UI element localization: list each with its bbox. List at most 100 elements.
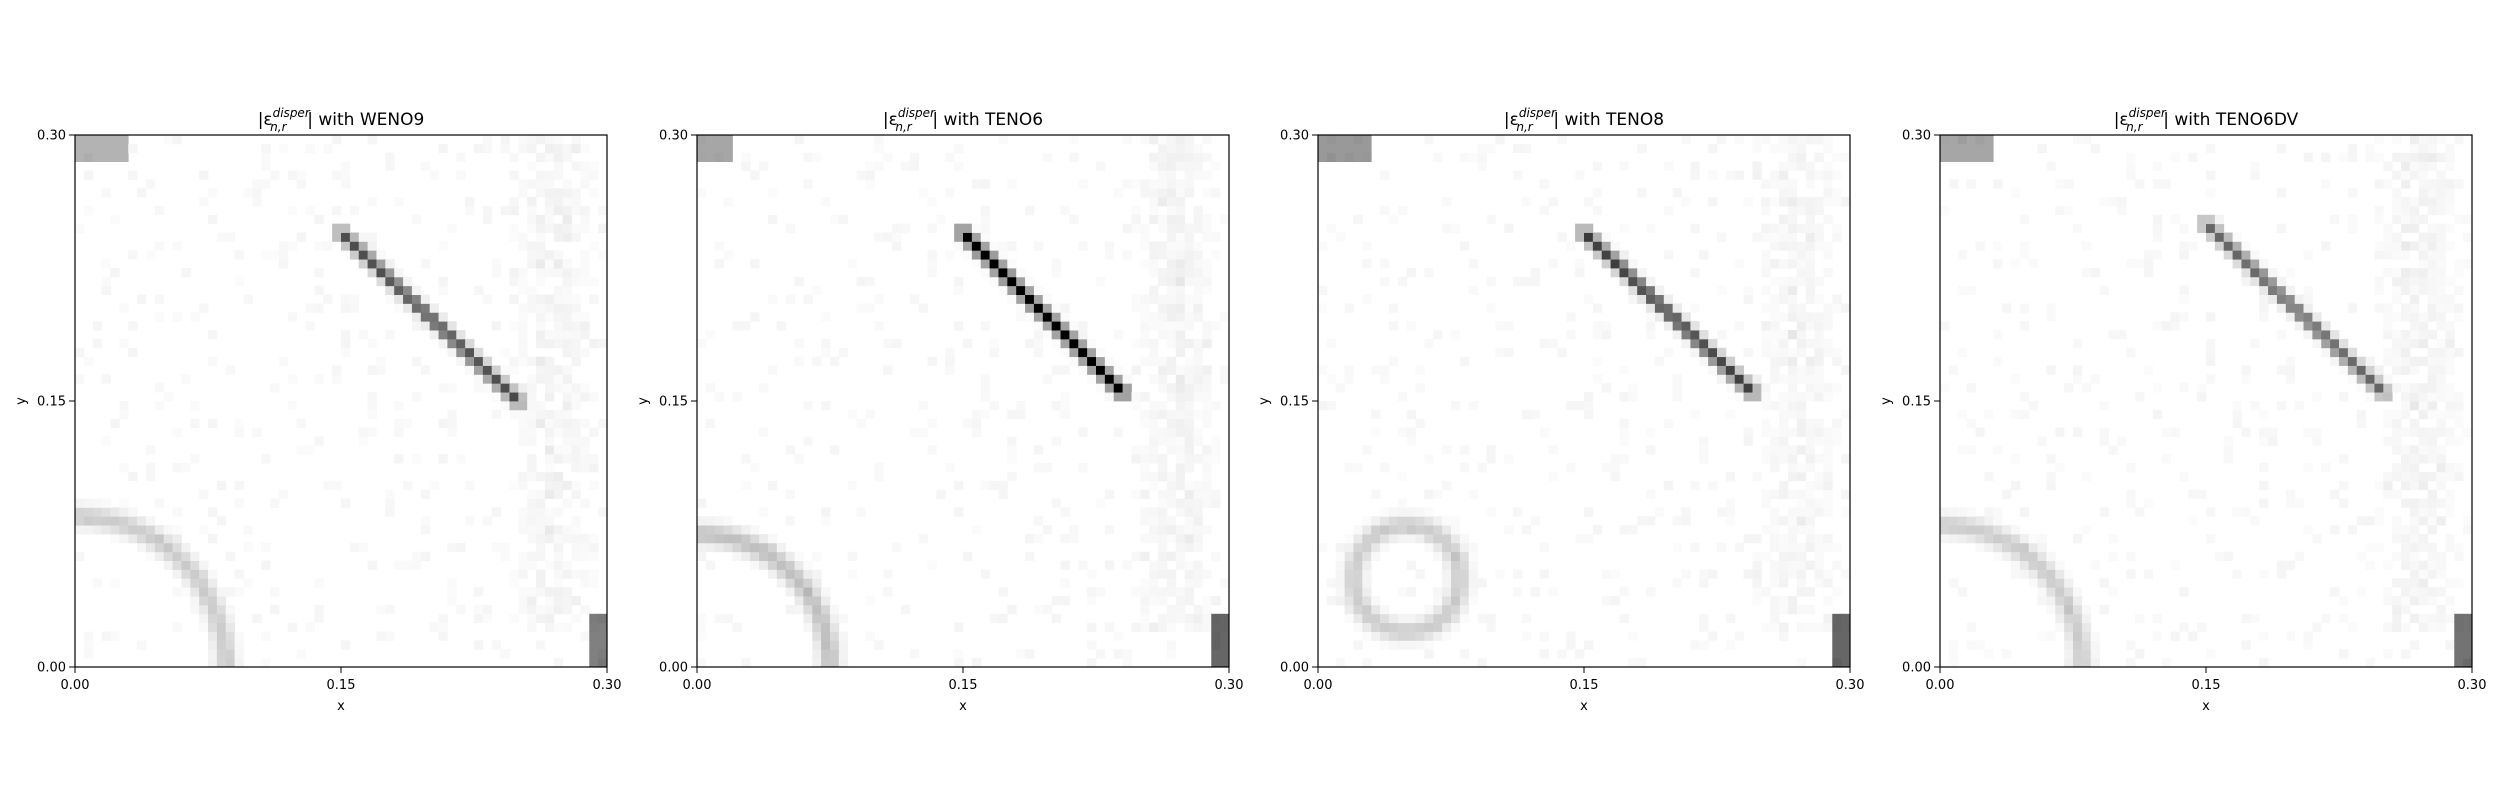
heatmap-cell	[1158, 330, 1168, 340]
heatmap-cell	[1193, 241, 1203, 251]
heatmap-cell	[2427, 596, 2437, 606]
heatmap-cell	[376, 276, 386, 287]
heatmap-cell	[1796, 259, 1807, 269]
heatmap-cell	[1779, 214, 1789, 225]
heatmap-cell	[1832, 560, 1842, 570]
heatmap-cell	[1787, 294, 1798, 304]
heatmap-cell	[1380, 259, 1390, 269]
heatmap-cell	[1717, 374, 1727, 384]
heatmap-cell	[1699, 445, 1709, 455]
heatmap-cell	[562, 622, 572, 632]
heatmap-cell	[2383, 436, 2393, 446]
heatmap-cell	[1371, 622, 1381, 632]
heatmap-cell	[1069, 347, 1079, 358]
heatmap-cell	[403, 480, 413, 491]
heatmap-cell	[1539, 205, 1549, 216]
heatmap-cell	[491, 507, 501, 517]
heatmap-cell	[2081, 658, 2092, 668]
heatmap-cell	[1823, 143, 1833, 154]
heatmap-cell	[1202, 135, 1212, 145]
heatmap-cell	[2321, 321, 2331, 331]
heatmap-cell	[2081, 471, 2092, 482]
heatmap-cell	[110, 418, 120, 428]
heatmap-cell	[580, 418, 590, 428]
heatmap-cell	[1984, 507, 1994, 517]
heatmap-cell	[1158, 534, 1168, 544]
heatmap-cell	[2019, 214, 2030, 225]
heatmap-cell	[562, 223, 572, 233]
heatmap-cell	[714, 241, 724, 251]
heatmap-cell	[1175, 285, 1186, 295]
heatmap-cell	[1140, 418, 1150, 428]
heatmap-cell	[865, 170, 875, 180]
heatmap-cell	[1619, 613, 1629, 624]
heatmap-cell	[1016, 276, 1026, 287]
heatmap-cell	[447, 578, 457, 588]
heatmap-cell	[2463, 516, 2473, 526]
heatmap-cell	[2418, 170, 2429, 180]
heatmap-cell	[2197, 489, 2207, 499]
heatmap-cell	[1646, 445, 1656, 455]
heatmap-cell	[562, 268, 572, 278]
heatmap-cell	[527, 604, 537, 615]
heatmap-cell	[1025, 338, 1035, 349]
heatmap-cell	[482, 365, 493, 375]
x-tick-label: 0.00	[1304, 678, 1333, 693]
heatmap-cell	[1033, 347, 1044, 358]
heatmap-cell	[1104, 241, 1115, 251]
heatmap-cell	[2312, 392, 2322, 402]
heatmap-cell	[571, 489, 581, 499]
heatmap-cell	[2454, 542, 2464, 553]
heatmap-cell	[1380, 534, 1390, 544]
heatmap-cell	[562, 197, 572, 207]
heatmap-cell	[1166, 649, 1177, 659]
heatmap-cell	[1175, 347, 1186, 358]
heatmap-cell	[2028, 578, 2038, 588]
heatmap-cell	[128, 525, 138, 535]
heatmap-cell	[598, 338, 608, 349]
heatmap-cell	[536, 268, 546, 278]
heatmap-cell	[589, 188, 599, 198]
heatmap-cell	[562, 604, 572, 615]
heatmap-cell	[1619, 436, 1629, 446]
heatmap-cell	[509, 401, 519, 411]
heatmap-cell	[2259, 259, 2269, 269]
heatmap-cell	[927, 418, 937, 428]
heatmap-cell	[1690, 303, 1700, 313]
heatmap-cell	[589, 622, 599, 632]
heatmap-cell	[1690, 409, 1700, 420]
heatmap-cell	[1823, 214, 1833, 225]
heatmap-cell	[2321, 152, 2331, 162]
heatmap-cell	[75, 507, 85, 517]
heatmap-cell	[830, 214, 840, 225]
heatmap-cell	[1770, 445, 1780, 455]
heatmap-cell	[1477, 658, 1487, 668]
heatmap-cell	[1787, 188, 1798, 198]
heatmap-cell	[1326, 143, 1337, 154]
y-tick-label: 0.15	[1280, 395, 1309, 410]
heatmap-cell	[2427, 197, 2437, 207]
heatmap-cell	[697, 631, 707, 641]
heatmap-cell	[2259, 480, 2269, 491]
heatmap-cell	[1787, 374, 1798, 384]
heatmap-cell	[1149, 596, 1159, 606]
heatmap-cell	[332, 480, 342, 491]
heatmap-cell	[1158, 569, 1168, 579]
heatmap-cell	[2312, 321, 2322, 331]
heatmap-cell	[2347, 223, 2358, 233]
heatmap-cell	[580, 551, 590, 561]
heatmap-cell	[553, 161, 564, 171]
heatmap-cell	[323, 480, 333, 491]
heatmap-cell	[1158, 489, 1168, 499]
heatmap-cell	[2401, 463, 2411, 473]
heatmap-cell	[812, 569, 822, 579]
heatmap-cell	[2179, 285, 2189, 295]
heatmap-cell	[553, 604, 564, 615]
heatmap-cell	[2241, 374, 2251, 384]
heatmap-cell	[1717, 347, 1727, 358]
heatmap-cell	[1832, 356, 1842, 366]
heatmap-cell	[314, 436, 324, 446]
heatmap-cell	[1069, 338, 1079, 349]
heatmap-cell	[2055, 613, 2065, 624]
heatmap-cell	[2019, 551, 2030, 561]
